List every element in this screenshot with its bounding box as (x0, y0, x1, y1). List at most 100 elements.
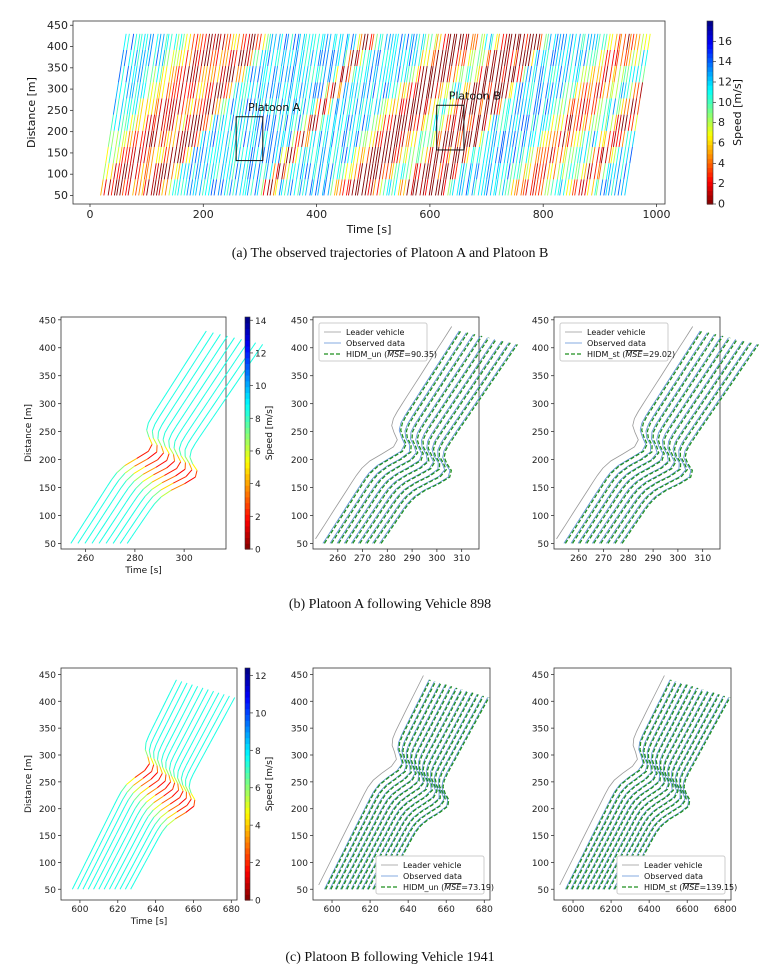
trajectory-segment (523, 98, 527, 115)
trajectory-segment (520, 114, 525, 131)
trajectory-segment (259, 49, 264, 67)
trajectory-segment (241, 66, 246, 83)
trajectory-segment (598, 49, 603, 67)
trajectory-segment (564, 114, 569, 131)
trajectory-segment (474, 82, 478, 99)
trajectory-segment (489, 66, 493, 83)
colorbar-segment (707, 34, 713, 40)
trajectory-segment (323, 179, 327, 196)
chart-b1 (58, 316, 264, 552)
trajectory-segment (367, 114, 371, 131)
trajectory-segment (144, 763, 150, 771)
trajectory-segment (274, 130, 278, 148)
trajectory-segment (597, 114, 601, 131)
colorbar-segment (707, 80, 713, 86)
trajectory-segment (478, 98, 482, 115)
y-axis-label: Distance [m] (24, 755, 34, 813)
trajectory-segment (129, 82, 133, 99)
trajectory-segment (159, 66, 163, 83)
x-tick-label: 1000 (643, 208, 671, 221)
trajectory-segment (605, 114, 610, 131)
trajectory-segment (286, 130, 290, 148)
trajectory-segment (135, 481, 143, 489)
trajectory-segment (294, 146, 299, 164)
trajectory-segment (124, 862, 130, 870)
trajectory-segment (361, 114, 366, 131)
trajectory-segment (417, 66, 422, 83)
y-tick-label: 450 (291, 671, 308, 681)
trajectory-segment (179, 66, 183, 83)
trajectory-segment (392, 49, 397, 67)
trajectory-segment (183, 382, 190, 391)
trajectory-segment (420, 49, 424, 67)
trajectory-segment (290, 114, 295, 131)
trajectory-segment (172, 726, 178, 734)
colorbar-segment (245, 456, 250, 463)
trajectory-segment (147, 809, 154, 817)
trajectory-segment (607, 49, 611, 67)
trajectory-segment (103, 529, 109, 537)
trajectory-segment (588, 114, 593, 131)
trajectory-segment (464, 98, 469, 115)
trajectory-segment (282, 98, 286, 115)
trajectory-segment (134, 49, 138, 67)
trajectory-segment (120, 828, 126, 836)
trajectory-segment (277, 114, 281, 131)
trajectory-segment (127, 179, 132, 196)
trajectory-segment (341, 163, 346, 180)
trajectory-segment (334, 98, 339, 115)
trajectory-segment (187, 351, 194, 360)
trajectory-segment (284, 66, 289, 83)
colorbar-segment (245, 491, 250, 498)
trajectory-segment (236, 130, 241, 148)
trajectory-segment (313, 49, 318, 67)
trajectory-segment (479, 49, 483, 67)
trajectory-segment (129, 114, 133, 131)
trajectory-segment (297, 179, 301, 196)
trajectory-segment (360, 146, 364, 164)
trajectory-segment (147, 33, 152, 51)
trajectory-segment (304, 146, 308, 164)
y-tick-label: 350 (39, 725, 56, 735)
trajectory-segment (288, 130, 292, 148)
trajectory-segment (176, 454, 182, 463)
trajectory-segment (505, 98, 510, 115)
colorbar-tick-label: 0 (255, 546, 261, 556)
trajectory-segment (312, 82, 316, 99)
colorbar-segment (245, 679, 250, 686)
trajectory-segment (192, 82, 196, 99)
trajectory-segment (172, 388, 178, 397)
trajectory-segment (549, 163, 554, 180)
trajectory-segment (356, 49, 360, 67)
trajectory-segment (404, 146, 409, 164)
x-tick-label: 6600 (676, 905, 699, 915)
trajectory-segment (576, 130, 581, 148)
trajectory-segment (218, 708, 223, 716)
trajectory-segment (194, 146, 199, 164)
trajectory-segment (142, 114, 146, 131)
trajectory-segment (228, 49, 232, 67)
trajectory-segment (189, 421, 195, 430)
trajectory-segment (317, 98, 322, 115)
trajectory-segment (223, 382, 229, 390)
trajectory-segment (149, 837, 154, 845)
trajectory-segment (312, 114, 316, 131)
trajectory-segment (127, 146, 131, 164)
trajectory-segment (439, 49, 444, 67)
trajectory-segment (302, 146, 306, 164)
x-tick-label: 260 (77, 554, 94, 564)
trajectory-segment (303, 114, 308, 131)
trajectory-segment (150, 98, 155, 115)
trajectory-segment (151, 721, 157, 729)
trajectory-segment (463, 33, 468, 51)
trajectory-segment (132, 114, 136, 131)
trajectory-segment (393, 130, 398, 148)
y-tick-label: 200 (39, 805, 56, 815)
trajectory-segment (284, 114, 289, 131)
trajectory-segment (467, 66, 471, 83)
trajectory-segment (148, 750, 152, 758)
trajectory-segment (581, 179, 585, 196)
trajectory-segment (527, 49, 532, 67)
trajectory-segment (158, 82, 162, 99)
trajectory-segment (301, 163, 306, 180)
